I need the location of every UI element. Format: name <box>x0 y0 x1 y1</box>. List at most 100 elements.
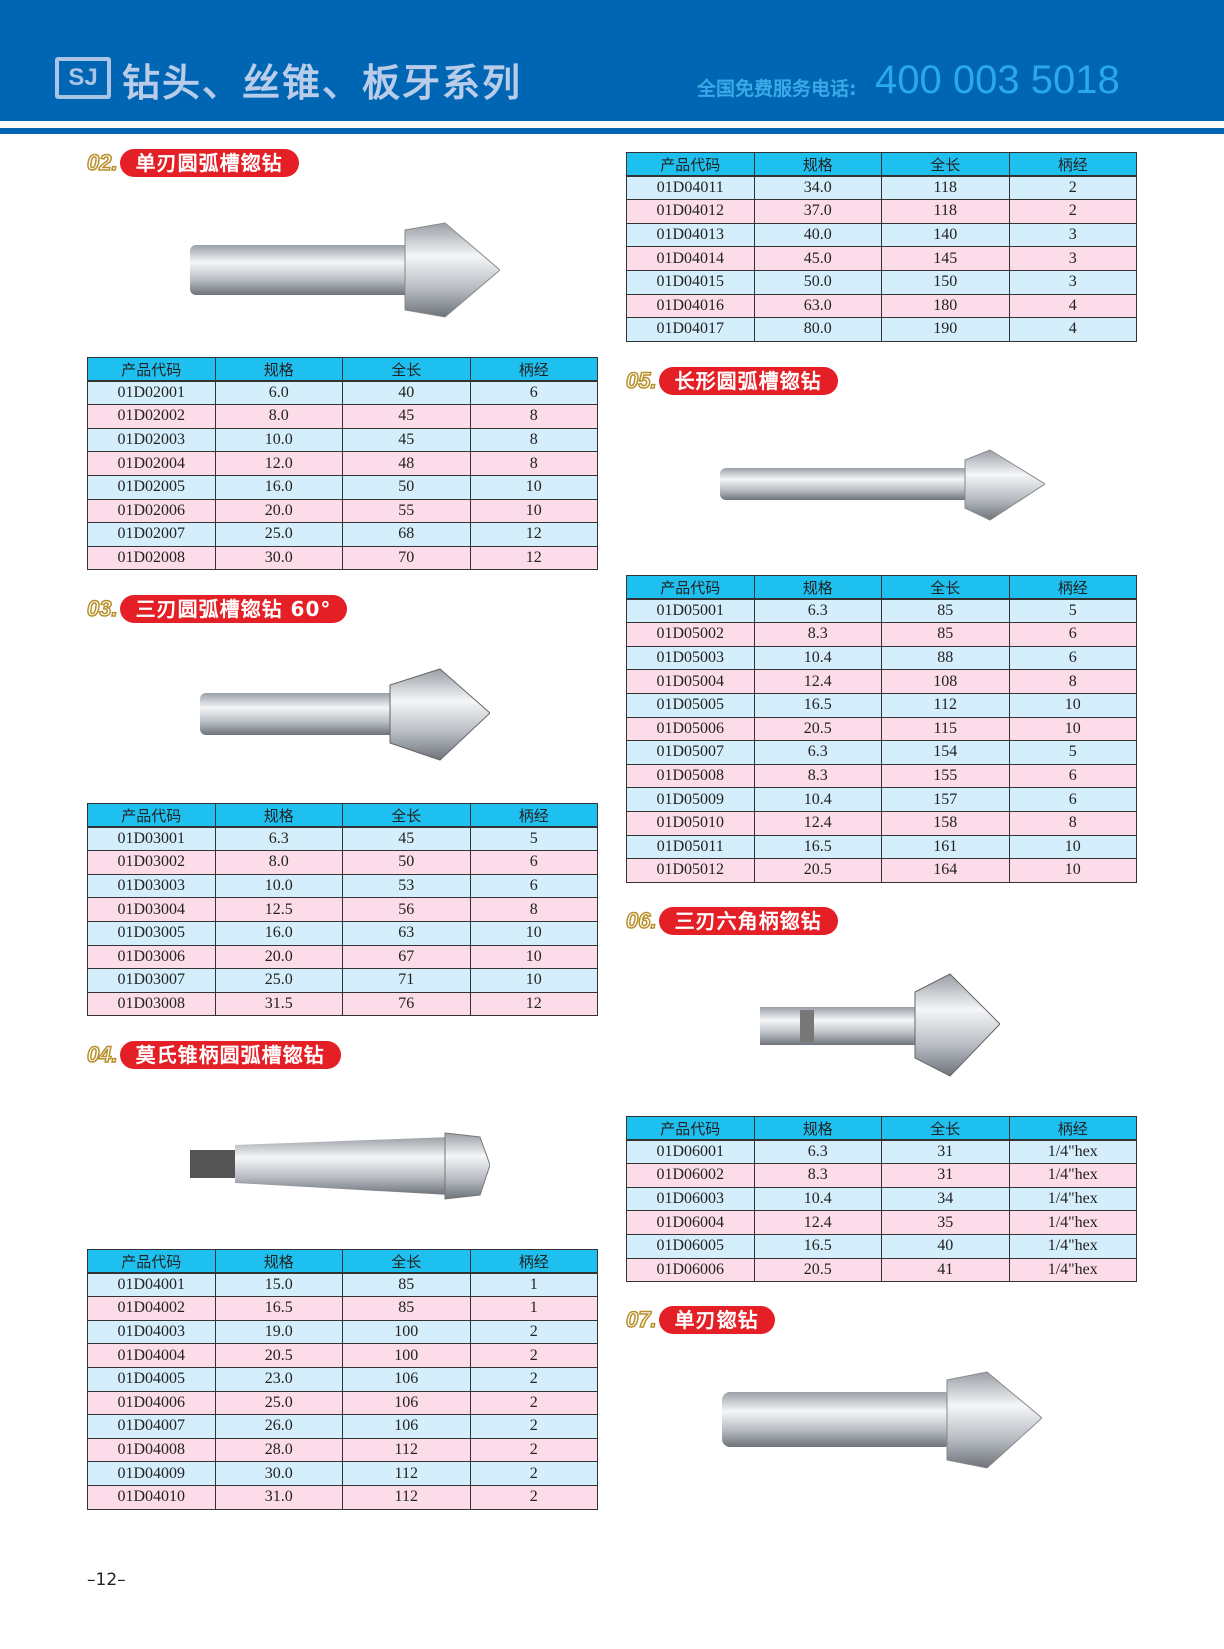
table-cell: 01D04005 <box>87 1366 216 1392</box>
column-header: 产品代码 <box>626 575 755 601</box>
table-cell: 12 <box>469 522 598 547</box>
table-cell: 16.5 <box>753 692 882 718</box>
table-row: 01D02004 12.0 48 8 <box>87 451 598 476</box>
section-number: 06. <box>625 907 657 934</box>
column-header: 柄经 <box>469 803 598 829</box>
table-cell: 106 <box>342 1390 471 1416</box>
table-cell: 01D02003 <box>87 427 216 453</box>
table-row: 01D03001 6.3 45 5 <box>87 826 598 852</box>
table-cell: 4 <box>1008 317 1137 342</box>
table-cell: 85 <box>342 1296 471 1321</box>
spec-table-03: 产品代码 规格 全长 柄经 01D03001 6.3 45 5 01D03002 8.0 50 6 01… <box>87 803 598 1017</box>
table-cell: 12.0 <box>214 451 343 476</box>
table-cell: 01D03006 <box>87 944 216 970</box>
table-cell: 154 <box>881 740 1010 765</box>
table-cell: 5 <box>1008 740 1137 765</box>
table-row: 01D03008 31.5 76 12 <box>87 991 598 1017</box>
column-header: 规格 <box>753 152 882 178</box>
table-row: 01D06003 10.4 34 1/4"hex <box>626 1186 1137 1212</box>
table-cell: 01D03008 <box>87 991 216 1017</box>
table-row: 01D05002 8.3 85 6 <box>626 622 1137 647</box>
table-cell: 6 <box>1008 787 1137 812</box>
table-cell: 12 <box>469 545 598 571</box>
table-cell: 157 <box>881 787 1010 812</box>
table-cell: 6 <box>469 850 598 875</box>
table-cell: 3 <box>1008 246 1137 271</box>
table-cell: 01D05006 <box>626 716 755 742</box>
section-heading-03: 03. 三刃圆弧槽锪钻 60° <box>86 594 348 624</box>
table-cell: 01D02006 <box>87 498 216 524</box>
column-header: 全长 <box>881 1116 1010 1142</box>
table-cell: 16.0 <box>214 920 343 946</box>
table-row: 01D04011 34.0 118 2 <box>626 175 1137 201</box>
table-cell: 26.0 <box>214 1414 343 1439</box>
table-row: 01D02002 8.0 45 8 <box>87 404 598 429</box>
table-cell: 01D05007 <box>626 740 755 765</box>
column-header: 规格 <box>214 803 343 829</box>
table-cell: 40.0 <box>753 222 882 248</box>
spec-table-06: 产品代码 规格 全长 柄经 01D06001 6.3 31 1/4"hex 01D06002 8.… <box>626 1116 1137 1283</box>
table-cell: 16.5 <box>214 1296 343 1321</box>
table-cell: 150 <box>881 269 1010 295</box>
column-header: 全长 <box>342 1249 471 1275</box>
table-cell: 45 <box>342 427 471 453</box>
table-row: 01D02008 30.0 70 12 <box>87 545 598 571</box>
table-row: 01D04003 19.0 100 2 <box>87 1319 598 1345</box>
table-cell: 112 <box>342 1484 471 1510</box>
table-cell: 1/4"hex <box>1008 1163 1137 1188</box>
table-cell: 155 <box>881 763 1010 789</box>
table-cell: 55 <box>342 498 471 524</box>
table-cell: 6.3 <box>753 1139 882 1165</box>
section-label: 长形圆弧槽锪钻 <box>658 367 838 395</box>
table-header-row: 产品代码 规格 全长 柄经 <box>87 803 598 829</box>
table-row: 01D04006 25.0 106 2 <box>87 1390 598 1416</box>
table-cell: 31 <box>881 1139 1010 1165</box>
table-cell: 5 <box>469 826 598 852</box>
section-heading-07: 07. 单刃锪钻 <box>625 1305 775 1335</box>
table-cell: 6.3 <box>753 598 882 624</box>
table-cell: 01D02001 <box>87 380 216 406</box>
column-header: 柄经 <box>469 357 598 383</box>
table-cell: 100 <box>342 1319 471 1345</box>
table-cell: 01D02007 <box>87 522 216 547</box>
section-label: 单刃圆弧槽锪钻 <box>119 149 299 177</box>
table-cell: 164 <box>881 858 1010 883</box>
table-cell: 01D04013 <box>626 222 755 248</box>
table-row: 01D05011 16.5 161 10 <box>626 834 1137 860</box>
table-cell: 158 <box>881 810 1010 836</box>
table-cell: 25.0 <box>214 522 343 547</box>
section-heading-05: 05. 长形圆弧槽锪钻 <box>625 366 838 396</box>
table-cell: 71 <box>342 968 471 993</box>
table-row: 01D05004 12.4 108 8 <box>626 669 1137 694</box>
table-cell: 88 <box>881 645 1010 671</box>
column-header: 产品代码 <box>87 1249 216 1275</box>
page-number: –12– <box>87 1570 126 1590</box>
series-title: 钻头、丝锥、板牙系列 <box>122 61 523 105</box>
table-cell: 53 <box>342 873 471 899</box>
table-cell: 45 <box>342 826 471 852</box>
table-cell: 01D02008 <box>87 545 216 571</box>
column-header: 柄经 <box>1008 1116 1137 1142</box>
table-cell: 10 <box>469 944 598 970</box>
table-cell: 12.4 <box>753 1210 882 1235</box>
table-cell: 85 <box>342 1272 471 1298</box>
table-cell: 48 <box>342 451 471 476</box>
table-cell: 2 <box>1008 199 1137 224</box>
table-cell: 2 <box>469 1484 598 1510</box>
table-cell: 01D03004 <box>87 897 216 922</box>
phone-number: 400 003 5018 <box>875 58 1120 102</box>
table-cell: 6.0 <box>214 380 343 406</box>
hex-shank-countersink-image <box>760 973 1000 1077</box>
table-cell: 1 <box>469 1296 598 1321</box>
table-cell: 10.4 <box>753 645 882 671</box>
table-cell: 01D04014 <box>626 246 755 271</box>
table-cell: 15.0 <box>214 1272 343 1298</box>
column-header: 规格 <box>753 575 882 601</box>
table-row: 01D03004 12.5 56 8 <box>87 897 598 922</box>
section-number: 03. <box>86 595 118 622</box>
morse-taper-countersink-image <box>190 1132 490 1200</box>
table-cell: 16.5 <box>753 834 882 860</box>
table-cell: 6 <box>1008 622 1137 647</box>
table-cell: 10 <box>469 474 598 500</box>
table-row: 01D04009 30.0 112 2 <box>87 1461 598 1486</box>
